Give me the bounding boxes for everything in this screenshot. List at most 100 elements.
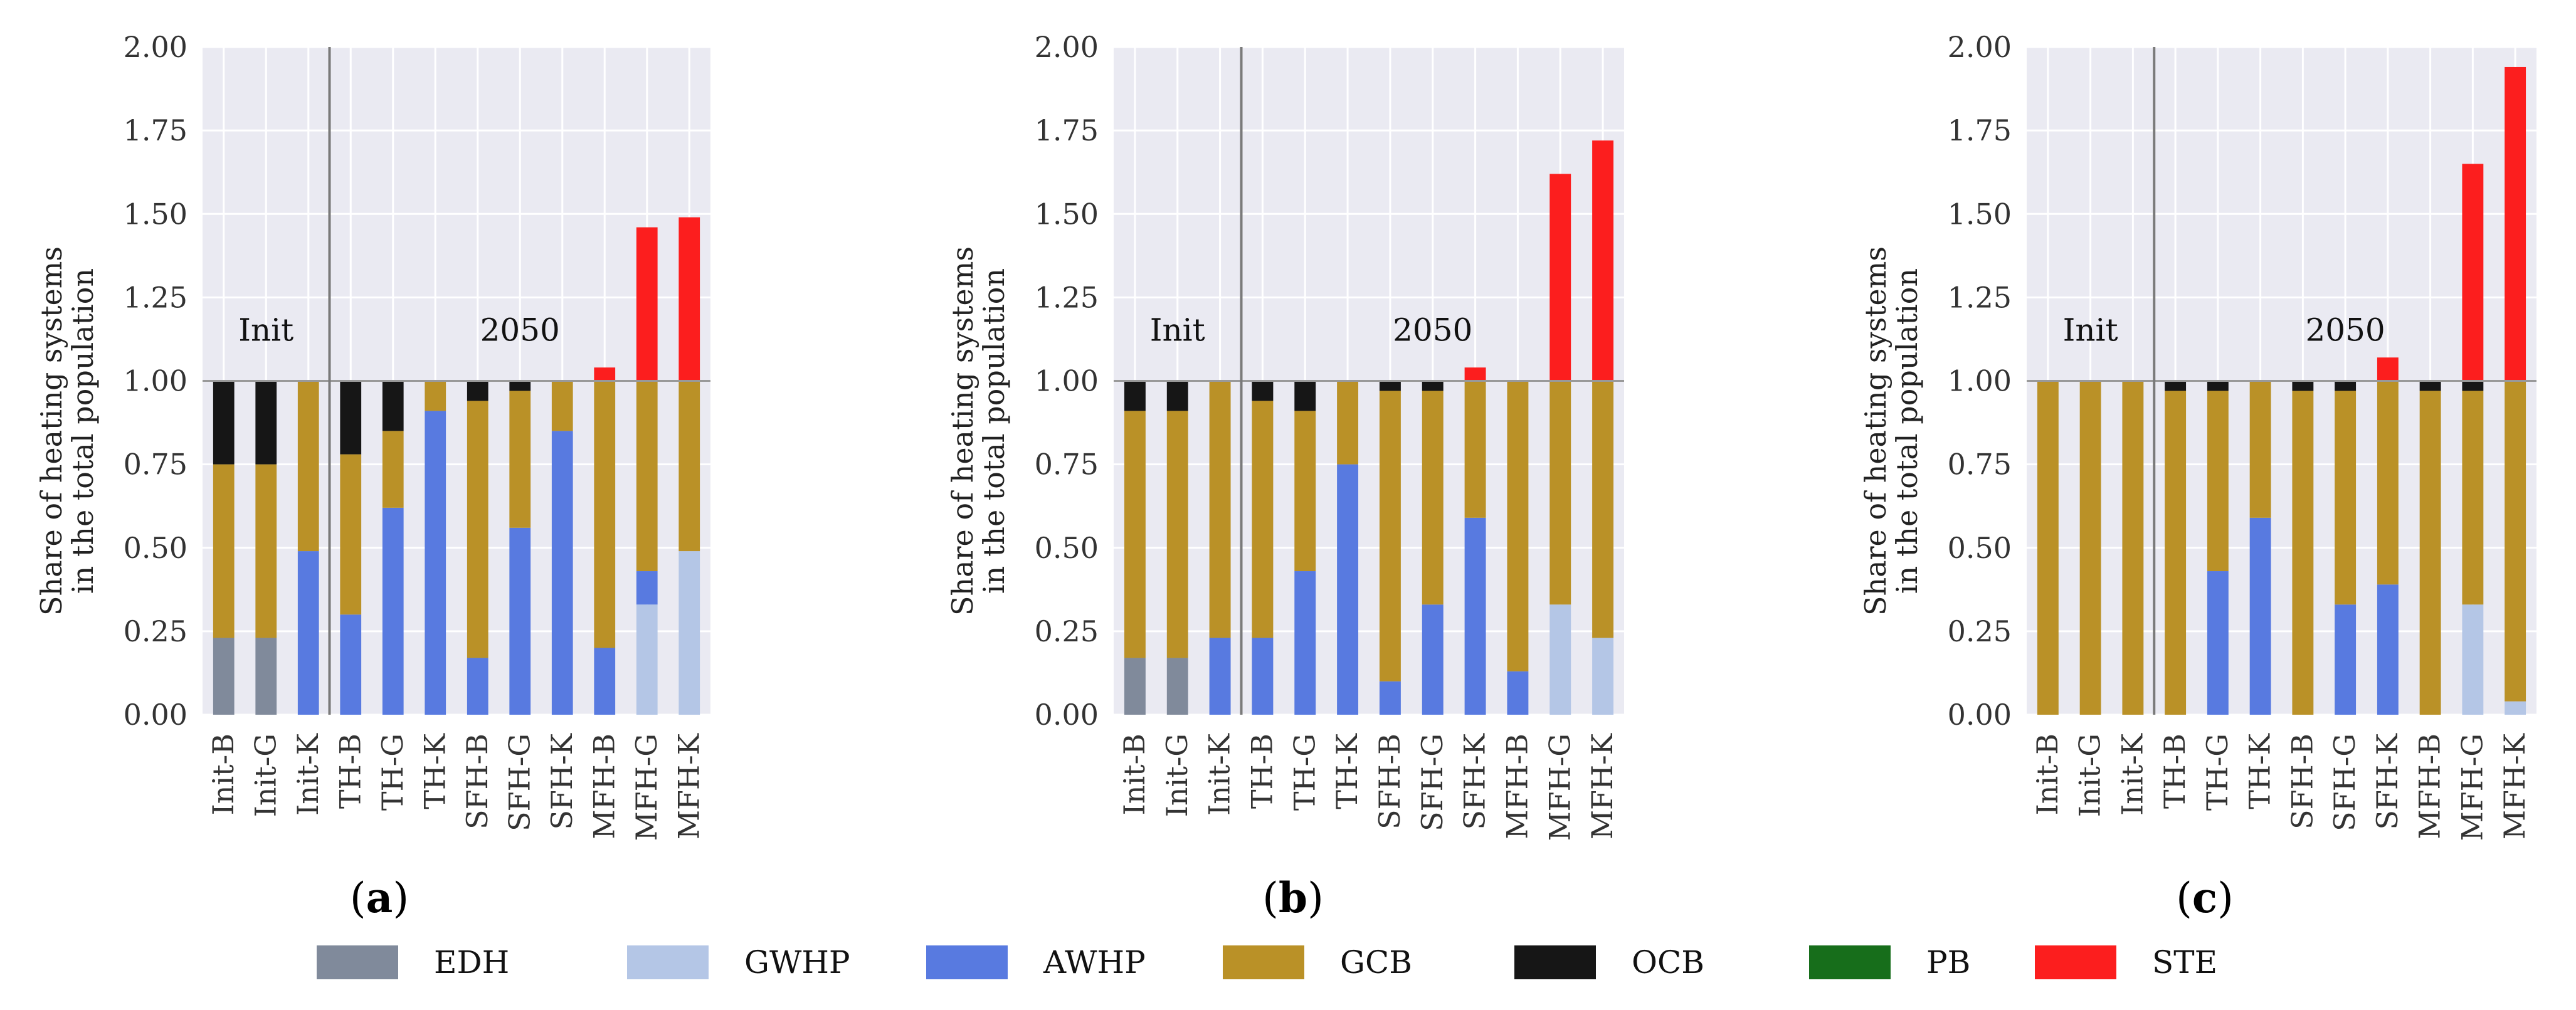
bar-gcb-th-g — [1294, 411, 1316, 572]
legend-swatch-awhp — [926, 945, 1008, 979]
bar-gcb-th-k — [425, 381, 446, 411]
bar-gcb-mfh-b — [594, 381, 616, 648]
y-tick-label: 2.00 — [124, 30, 187, 64]
legend-swatch-pb — [1809, 945, 1891, 979]
bar-gcb-sfh-b — [1379, 391, 1401, 681]
legend-item-ste: STE — [2035, 944, 2217, 981]
x-tick-label: TH-K — [418, 732, 451, 809]
x-tick-label: SFH-B — [1373, 734, 1407, 829]
y-tick-label: 1.75 — [124, 113, 187, 147]
y-axis-label-line2: in the total population — [977, 268, 1011, 594]
y-tick-label: 1.00 — [124, 364, 187, 398]
legend-swatch-gcb — [1223, 945, 1304, 979]
bar-awhp-sfh-g — [1422, 604, 1444, 715]
legend-label-pb: PB — [1926, 944, 1970, 981]
y-tick-label: 2.00 — [1948, 30, 2012, 64]
x-tick-label: MFH-G — [1543, 734, 1576, 841]
bar-awhp-sfh-b — [467, 658, 488, 715]
bar-gcb-sfh-k — [551, 381, 573, 431]
bar-ocb-init-b — [213, 381, 235, 465]
y-tick-label: 0.00 — [1035, 698, 1099, 732]
y-tick-label: 1.00 — [1035, 364, 1099, 398]
legend-item-gcb: GCB — [1223, 944, 1412, 981]
y-tick-label: 1.25 — [1035, 280, 1099, 314]
bar-edh-init-g — [1166, 658, 1188, 715]
y-tick-label: 1.50 — [1948, 197, 2012, 231]
bar-gwhp-mfh-k — [678, 551, 700, 715]
legend-label-ocb: OCB — [1632, 944, 1704, 981]
panel-label: (c) — [2176, 873, 2234, 922]
x-tick-label: MFH-K — [672, 732, 705, 839]
bar-gcb-init-k — [297, 381, 319, 552]
bar-gcb-mfh-g — [636, 381, 658, 572]
legend-label-gwhp: GWHP — [744, 944, 850, 981]
bar-gcb-th-g — [382, 431, 404, 508]
x-tick-label: SFH-G — [1415, 734, 1449, 831]
bar-gcb-init-k — [1209, 381, 1231, 638]
bar-awhp-mfh-g — [636, 571, 658, 605]
bar-awhp-th-k — [2249, 517, 2271, 715]
bar-gcb-th-b — [1252, 401, 1274, 638]
bar-gcb-mfh-g — [1549, 381, 1571, 605]
bar-awhp-mfh-b — [1507, 671, 1529, 715]
bar-gcb-init-g — [1166, 411, 1188, 658]
bar-awhp-sfh-g — [2335, 604, 2357, 715]
bar-gcb-sfh-k — [1464, 381, 1486, 518]
bar-gcb-mfh-b — [1507, 381, 1529, 671]
panel-label: (b) — [1262, 873, 1324, 922]
bar-ocb-sfh-g — [1422, 381, 1444, 391]
x-tick-label: TH-K — [1330, 732, 1364, 809]
legend-label-ste: STE — [2152, 944, 2217, 981]
x-tick-label: SFH-B — [2285, 734, 2319, 829]
bar-gcb-th-b — [2165, 391, 2187, 715]
bar-gcb-sfh-g — [2335, 391, 2357, 605]
y-tick-label: 1.75 — [1948, 113, 2012, 147]
bar-ocb-sfh-g — [2335, 381, 2357, 391]
legend-swatch-edh — [317, 945, 398, 979]
bar-gcb-init-g — [2079, 381, 2101, 715]
bar-awhp-th-g — [1294, 571, 1316, 715]
bar-gcb-mfh-k — [1592, 381, 1614, 638]
bar-ste-mfh-k — [678, 217, 700, 381]
bar-ocb-sfh-b — [1379, 381, 1401, 391]
x-tick-label: MFH-G — [630, 734, 663, 841]
bar-gwhp-mfh-g — [636, 604, 658, 715]
y-tick-label: 1.50 — [124, 197, 187, 231]
legend-item-pb: PB — [1809, 944, 1970, 981]
bar-ocb-sfh-b — [2292, 381, 2314, 391]
bar-awhp-sfh-g — [509, 527, 531, 715]
bar-ste-mfh-k — [2505, 66, 2526, 381]
bar-ste-mfh-g — [1549, 174, 1571, 381]
bar-gwhp-mfh-k — [2505, 701, 2526, 715]
x-tick-label: MFH-K — [1585, 732, 1619, 839]
annotation-init: Init — [2063, 312, 2118, 349]
y-tick-label: 0.25 — [1035, 614, 1099, 648]
bar-ocb-th-b — [2165, 381, 2187, 391]
bar-ocb-th-g — [382, 381, 404, 431]
legend-swatch-ocb — [1514, 945, 1596, 979]
x-tick-label: Init-B — [1117, 734, 1151, 815]
panel-label-close: ) — [393, 874, 409, 922]
bar-ocb-init-b — [1124, 381, 1146, 411]
bar-gwhp-mfh-g — [2462, 604, 2484, 715]
y-tick-label: 0.00 — [1948, 698, 2012, 732]
bar-ste-sfh-k — [1464, 367, 1486, 381]
y-tick-label: 0.50 — [124, 531, 187, 565]
y-tick-label: 1.75 — [1035, 113, 1099, 147]
bar-ocb-th-b — [1252, 381, 1274, 401]
x-tick-label: Init-G — [2073, 734, 2107, 817]
x-tick-label: SFH-K — [1458, 732, 1492, 829]
x-tick-label: Init-B — [206, 734, 240, 815]
y-tick-label: 0.25 — [124, 614, 187, 648]
bar-gcb-init-g — [255, 464, 277, 638]
panel-label-letter: a — [366, 873, 393, 922]
x-tick-label: Init-G — [1160, 734, 1194, 817]
panel-label-close: ) — [2217, 874, 2234, 922]
x-tick-label: SFH-K — [545, 732, 579, 829]
bar-edh-init-b — [1124, 658, 1146, 715]
bar-ocb-mfh-g — [2462, 381, 2484, 391]
bar-awhp-th-k — [425, 411, 446, 715]
bar-gcb-sfh-g — [509, 391, 531, 528]
x-tick-label: SFH-K — [2370, 732, 2404, 829]
bar-gcb-sfh-b — [2292, 391, 2314, 715]
